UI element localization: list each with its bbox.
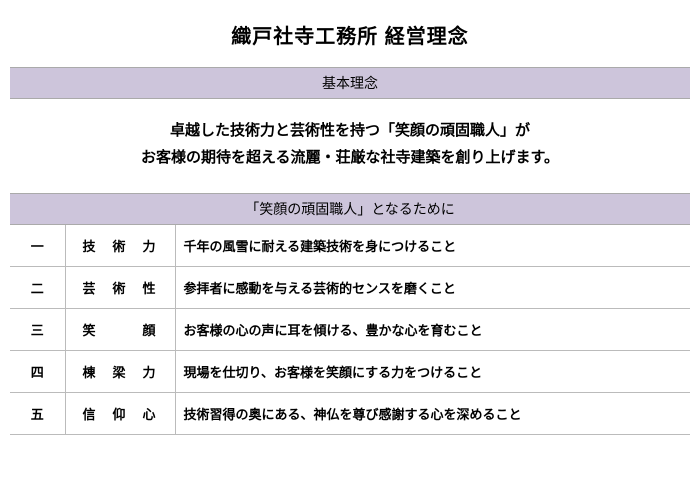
philosophy-statement: 卓越した技術力と芸術性を持つ「笑顔の頑固職人」が お客様の期待を超える流麗・荘厳… xyxy=(10,99,690,193)
table-row: 三笑 顔お客様の心の声に耳を傾ける、豊かな心を育むこと xyxy=(10,309,690,351)
principle-virtue: 技 術 力 xyxy=(65,225,175,267)
principle-virtue: 信 仰 心 xyxy=(65,393,175,435)
principle-virtue: 芸 術 性 xyxy=(65,267,175,309)
principle-number: 五 xyxy=(10,393,65,435)
principle-number: 三 xyxy=(10,309,65,351)
principle-number: 一 xyxy=(10,225,65,267)
table-row: 五信 仰 心技術習得の奥にある、神仏を尊び感謝する心を深めること xyxy=(10,393,690,435)
principle-virtue: 棟 梁 力 xyxy=(65,351,175,393)
table-row: 一技 術 力千年の風雪に耐える建築技術を身につけること xyxy=(10,225,690,267)
principle-description: 千年の風雪に耐える建築技術を身につけること xyxy=(175,225,690,267)
principle-virtue: 笑 顔 xyxy=(65,309,175,351)
principle-description: お客様の心の声に耳を傾ける、豊かな心を育むこと xyxy=(175,309,690,351)
table-row: 四棟 梁 力現場を仕切り、お客様を笑顔にする力をつけること xyxy=(10,351,690,393)
page-title: 織戸社寺工務所 経営理念 xyxy=(10,20,690,49)
table-row: 二芸 術 性参拝者に感動を与える芸術的センスを磨くこと xyxy=(10,267,690,309)
statement-line-1: 卓越した技術力と芸術性を持つ「笑顔の頑固職人」が xyxy=(20,117,680,144)
principle-description: 技術習得の奥にある、神仏を尊び感謝する心を深めること xyxy=(175,393,690,435)
principle-number: 二 xyxy=(10,267,65,309)
principle-number: 四 xyxy=(10,351,65,393)
statement-line-2: お客様の期待を超える流麗・荘厳な社寺建築を創り上げます。 xyxy=(20,144,680,171)
section-basic-header: 基本理念 xyxy=(10,67,690,99)
principles-table: 「笑顔の頑固職人」となるために 一技 術 力千年の風雪に耐える建築技術を身につけ… xyxy=(10,193,690,435)
principle-description: 参拝者に感動を与える芸術的センスを磨くこと xyxy=(175,267,690,309)
principle-description: 現場を仕切り、お客様を笑顔にする力をつけること xyxy=(175,351,690,393)
section-principles-header: 「笑顔の頑固職人」となるために xyxy=(10,194,690,225)
